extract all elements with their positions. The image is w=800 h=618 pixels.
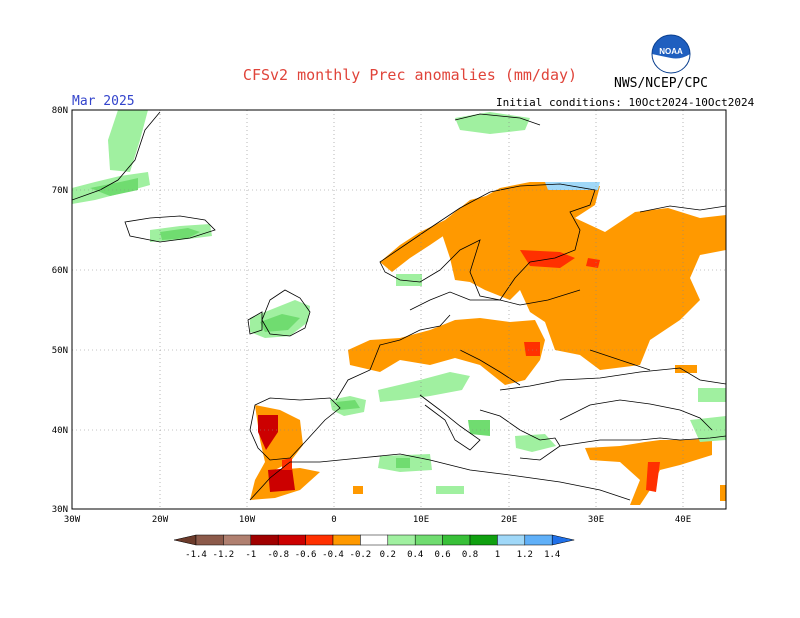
colorbar-label: 1.4	[544, 550, 560, 560]
colorbar-label: 0.2	[380, 550, 396, 560]
colorbar-label: 1.2	[517, 550, 533, 560]
colorbar-label: -1.4	[185, 550, 207, 560]
graticule	[72, 110, 726, 509]
lon-label: 10W	[239, 515, 256, 525]
colorbar-label: 1	[495, 550, 500, 560]
colorbar-label: 0.6	[434, 550, 450, 560]
colorbar-segment	[469, 534, 498, 546]
colorbar-arrow-left	[173, 534, 197, 546]
lon-label: 20E	[501, 515, 517, 525]
lat-label: 60N	[52, 266, 68, 276]
lat-label: 30N	[52, 505, 68, 515]
colorbar-segment	[332, 534, 361, 546]
colorbar-segment	[414, 534, 443, 546]
colorbar-label: -1	[245, 550, 256, 560]
colorbar-segment	[277, 534, 306, 546]
lat-label: 70N	[52, 186, 68, 196]
colorbar-label: -1.2	[213, 550, 235, 560]
colorbar-segment	[497, 534, 526, 546]
noaa-logo: NOAA	[651, 34, 691, 74]
colorbar-segment	[524, 534, 553, 546]
colorbar-segment	[360, 534, 389, 546]
lon-label: 40E	[675, 515, 691, 525]
colorbar-segment	[387, 534, 416, 546]
lon-label: 0	[331, 515, 336, 525]
anomaly-field	[72, 110, 726, 505]
longitude-labels: 30W 20W 10W 0 10E 20E 30E 40E	[64, 515, 691, 525]
latitude-labels: 80N 70N 60N 50N 40N 30N	[52, 106, 68, 515]
colorbar-arrow-right	[551, 534, 575, 546]
colorbar-label: 0.4	[407, 550, 423, 560]
lon-label: 30W	[64, 515, 81, 525]
lat-label: 80N	[52, 106, 68, 116]
colorbar-label: 0.8	[462, 550, 478, 560]
colorbar-segment	[223, 534, 252, 546]
colorbar-label: -0.6	[295, 550, 317, 560]
initial-conditions: Initial conditions: 10Oct2024-10Oct2024	[496, 96, 755, 109]
colorbar-label: -0.2	[350, 550, 372, 560]
colorbar-segment	[305, 534, 334, 546]
colorbar-label: -0.4	[322, 550, 344, 560]
lon-label: 20W	[152, 515, 169, 525]
colorbar-segment	[250, 534, 279, 546]
colorbar-label: -0.8	[267, 550, 289, 560]
lat-label: 40N	[52, 426, 68, 436]
lon-label: 30E	[588, 515, 604, 525]
lat-label: 50N	[52, 346, 68, 356]
lon-label: 10E	[413, 515, 429, 525]
colorbar-segment	[442, 534, 471, 546]
logo-text: NOAA	[659, 47, 683, 56]
map-title: CFSv2 monthly Prec anomalies (mm/day)	[242, 66, 578, 84]
plot-frame	[71, 109, 727, 510]
colorbar-segment	[195, 534, 224, 546]
coastlines	[72, 111, 726, 501]
forecast-month: Mar 2025	[72, 94, 135, 109]
agency-label: NWS/NCEP/CPC	[614, 76, 708, 91]
